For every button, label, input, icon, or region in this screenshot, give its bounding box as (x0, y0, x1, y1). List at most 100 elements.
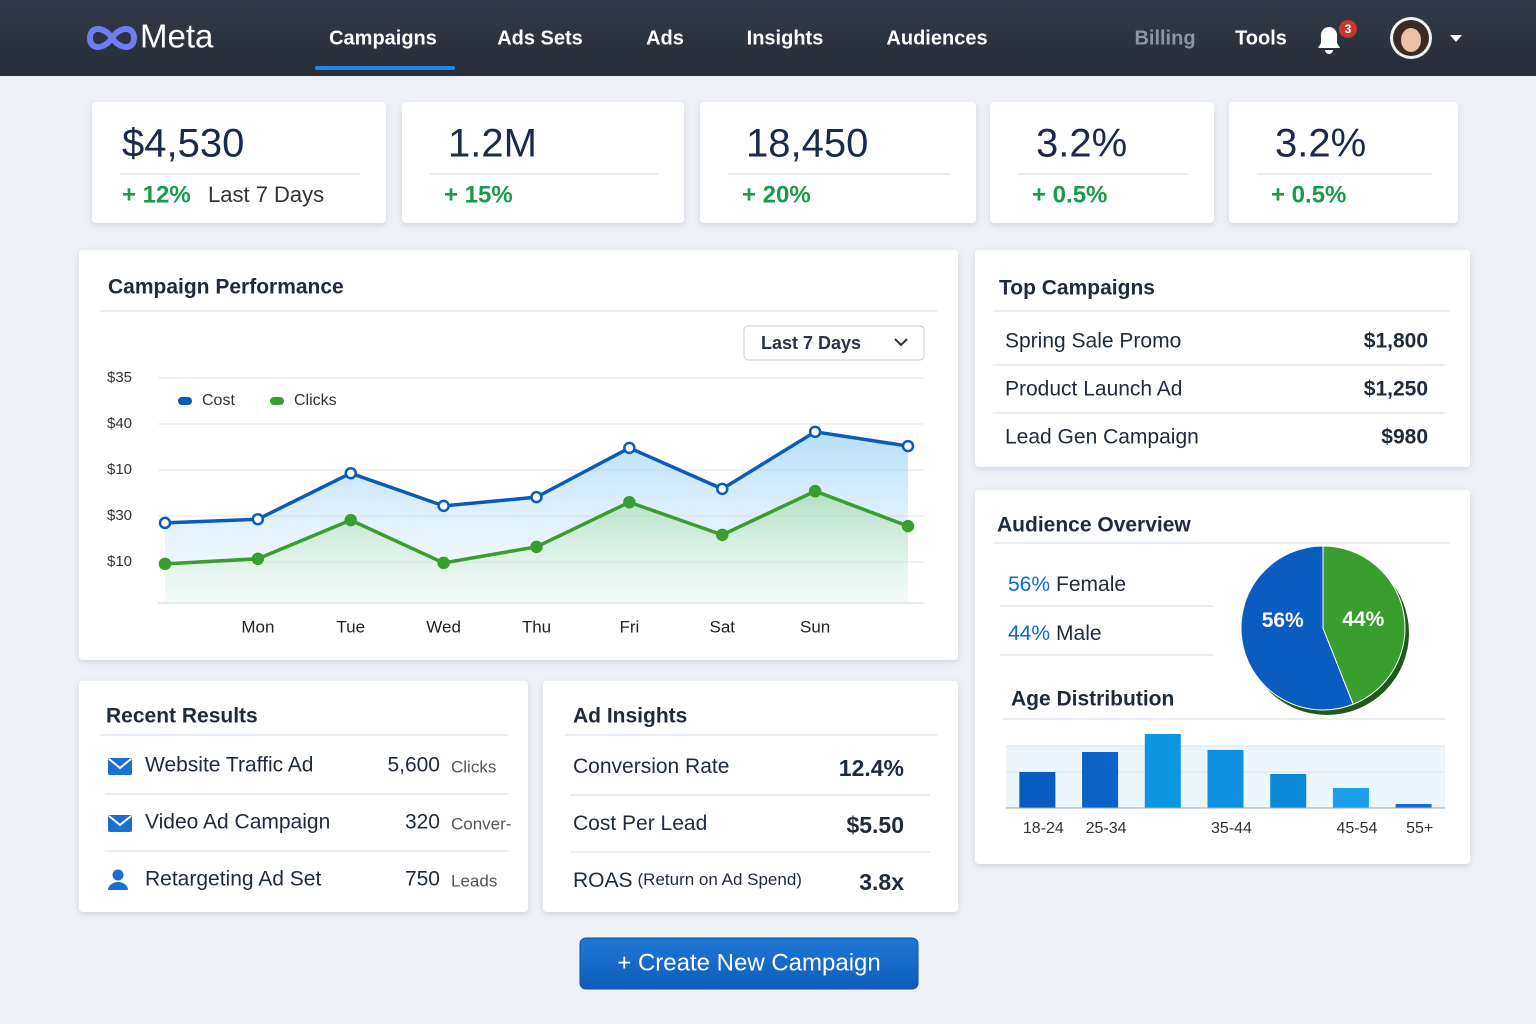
bar (1207, 750, 1244, 808)
bar (1019, 772, 1056, 808)
x-tick-label: Mon (241, 617, 274, 636)
result-value: 750 (405, 868, 440, 891)
mail-flap (108, 758, 132, 770)
x-tick-label: Sat (709, 617, 735, 636)
x-tick-label: Wed (426, 617, 461, 636)
bar (1332, 788, 1369, 808)
nav-tools[interactable]: Tools (1235, 27, 1287, 49)
result-unit: Conver- (451, 814, 511, 833)
bar (1395, 804, 1432, 808)
point (437, 556, 450, 570)
kpi-change: + 20% (742, 181, 811, 208)
result-value: 5,600 (387, 754, 440, 777)
insight-name: Cost Per Lead (573, 812, 707, 835)
kpi-value: $4,530 (122, 122, 244, 166)
y-tick-label: $10 (107, 553, 132, 570)
x-tick-label: Fri (619, 617, 639, 636)
nav-tab[interactable]: Ads (646, 27, 684, 49)
legend-swatch (270, 397, 284, 405)
campaign-name: Lead Gen Campaign (1005, 426, 1199, 449)
kpi-change: + 12% (122, 181, 191, 208)
point (158, 516, 172, 530)
pie-label: 44% (1342, 608, 1384, 631)
result-name: Video Ad Campaign (145, 811, 330, 834)
avatar-caret[interactable] (1450, 35, 1462, 42)
y-tick-label: $40 (107, 415, 132, 432)
campaign-name: Spring Sale Promo (1005, 330, 1181, 353)
insight-name: ROAS (Return on Ad Spend) (573, 869, 802, 892)
kpi-value: 3.2% (1036, 122, 1127, 166)
kpi-value: 18,450 (746, 122, 868, 166)
nav-tab[interactable]: Insights (747, 27, 824, 49)
kpi-value: 3.2% (1275, 122, 1366, 166)
point (623, 441, 636, 455)
recent-results-card (79, 681, 528, 912)
point (716, 528, 729, 542)
x-tick-label: Sun (800, 617, 830, 636)
point (808, 484, 822, 498)
legend-swatch (178, 397, 192, 405)
x-tick-label: Thu (522, 617, 551, 636)
kpi-value: 1.2M (448, 122, 537, 166)
kpi-card (1229, 102, 1458, 223)
badge-count: 3 (1345, 22, 1352, 36)
button-label[interactable]: + Create New Campaign (617, 949, 880, 976)
legend-label: Clicks (294, 392, 337, 409)
legend-label: Female (1056, 573, 1126, 596)
point (901, 439, 915, 453)
card-title: Campaign Performance (108, 276, 344, 299)
bar (1144, 734, 1181, 808)
mail-flap (108, 815, 132, 827)
point (251, 512, 265, 526)
card-title: Top Campaigns (999, 277, 1155, 300)
create-campaign-button[interactable] (579, 937, 919, 990)
bell-icon[interactable] (1318, 27, 1340, 54)
range-dropdown[interactable] (743, 325, 925, 361)
card-title: Recent Results (106, 705, 258, 728)
point (251, 552, 265, 566)
insight-label: ROAS (573, 869, 633, 892)
x-tick-label: Tue (336, 617, 365, 636)
nav-tab[interactable]: Campaigns (329, 27, 437, 49)
pie-slice (1240, 545, 1354, 711)
insight-value: $5.50 (846, 812, 904, 838)
pie-label: 56% (1262, 609, 1304, 632)
logo: Meta (140, 18, 214, 55)
nav-tab[interactable]: Audiences (886, 27, 987, 49)
point (530, 490, 543, 504)
kpi-change: + 0.5% (1032, 181, 1107, 208)
campaign-amount: $980 (1381, 426, 1428, 449)
x-tick-label: 45-54 (1336, 820, 1377, 837)
legend-label: Cost (202, 392, 235, 409)
result-unit: Leads (451, 871, 497, 890)
legend-value: 56% (1008, 573, 1050, 596)
pie-slice (1322, 545, 1406, 705)
legend-value: 44% (1008, 622, 1050, 645)
point (623, 495, 636, 509)
nav-billing[interactable]: Billing (1134, 27, 1195, 49)
insight-note: (Return on Ad Spend) (638, 870, 802, 889)
y-tick-label: $35 (107, 369, 132, 386)
avatar-face (1401, 28, 1421, 52)
legend-label: Male (1056, 622, 1102, 645)
kpi-card (402, 102, 684, 223)
x-tick-label: 18-24 (1023, 820, 1064, 837)
logo-icon (86, 26, 138, 50)
nav-tab[interactable]: Ads Sets (497, 27, 583, 49)
badge (1339, 20, 1357, 38)
active-tab-indicator (315, 66, 455, 70)
insight-value: 3.8x (859, 869, 904, 895)
campaign-name: Product Launch Ad (1005, 378, 1182, 401)
x-tick-label: 25-34 (1086, 820, 1127, 837)
range-label: Last 7 Days (761, 333, 861, 353)
point (344, 513, 357, 527)
card-title: Audience Overview (997, 514, 1191, 537)
x-tick-label: 35-44 (1211, 820, 1252, 837)
insight-label: Conversion Rate (573, 755, 729, 778)
result-name: Retargeting Ad Set (145, 868, 321, 891)
legend-entry: 56% Female (1008, 573, 1126, 596)
point (901, 519, 915, 533)
nav-bar (0, 0, 1536, 76)
person-icon (112, 869, 124, 881)
dropdown-chevron (894, 338, 908, 347)
